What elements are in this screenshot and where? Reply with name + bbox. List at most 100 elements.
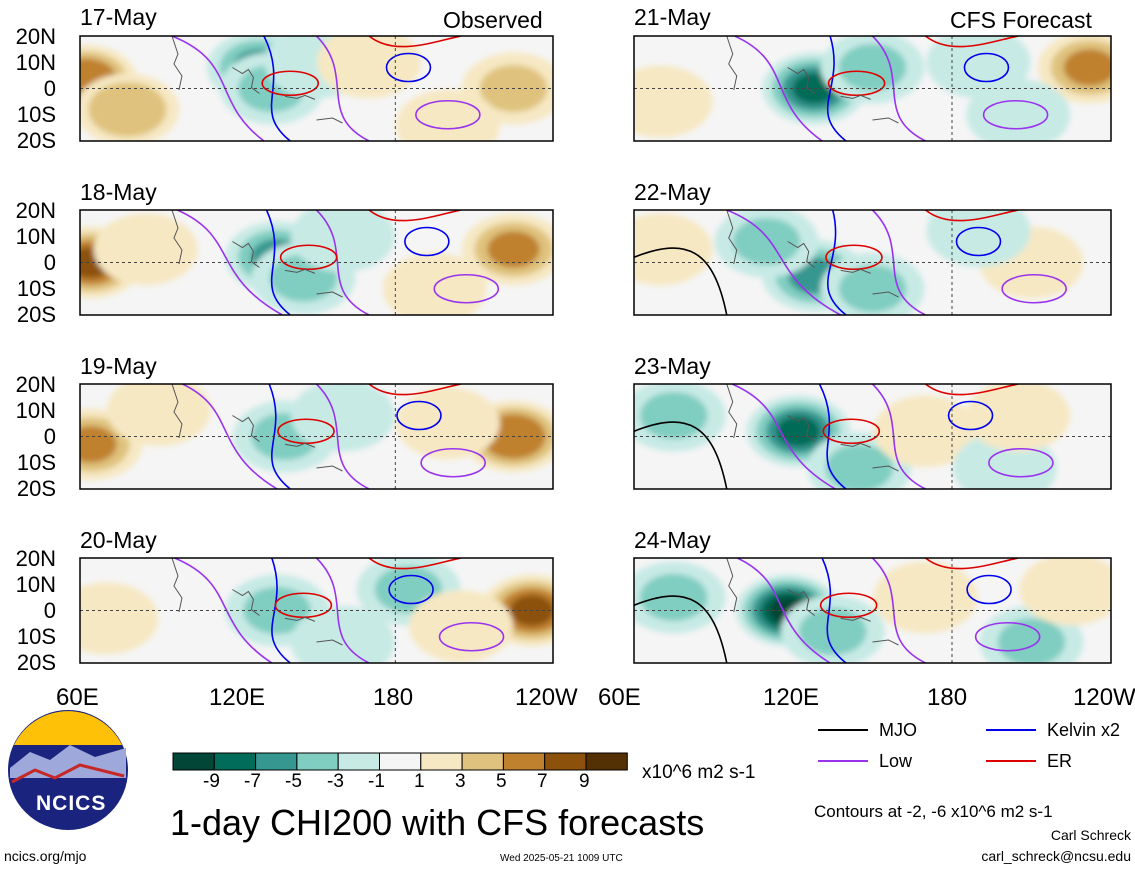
panel-date: 18-May [80,179,157,205]
y-tick-label: 10N [15,224,56,249]
kelvin-contour [396,400,442,431]
colorbar-swatch [379,752,422,771]
low-contour [174,558,273,663]
timestamp: Wed 2025-05-21 1009 UTC [500,853,623,864]
er-contour [274,592,333,619]
low-contour [315,384,370,489]
y-tick-label: 20N [15,546,56,571]
kelvin-contour [385,52,432,83]
observed-label: Observed [443,7,543,33]
kelvin-contour [265,210,291,315]
er-contour [368,36,462,48]
low-contour [176,210,283,315]
low-contour [988,447,1054,478]
data-blob [926,210,1031,267]
y-tick-label: 10S [16,102,56,127]
data-blob [112,225,180,273]
low-contour [433,273,500,304]
y-tick-label: 20N [15,24,56,49]
low-contour [182,384,278,489]
colorbar-swatch [255,752,298,771]
colorbar-swatch [213,752,257,771]
chart-title: 1-day CHI200 with CFS forecasts [170,802,705,843]
y-tick-label: 10S [16,276,56,301]
x-tick-label: 120E [763,684,820,711]
y-tick-label: 20S [16,476,56,501]
panel-4 [633,35,1112,142]
site-link[interactable]: ncics.org/mjo [4,848,87,864]
panel-date: 19-May [80,353,157,379]
data-blob [634,65,713,138]
panel-5 [633,209,1112,316]
colorbar-swatch [337,752,381,771]
colorbar-label: 7 [537,771,548,792]
data-blob [776,415,821,447]
y-tick-label: 10N [15,398,56,423]
x-tick-label: 180 [927,684,968,711]
kelvin-contour [268,384,291,489]
y-tick-label: 0 [43,250,56,275]
x-tick-label: 60E [598,684,641,711]
colorbar-swatch [585,752,628,771]
y-tick-label: 0 [43,76,56,101]
panel-frame [633,209,1112,316]
low-contour [982,99,1049,130]
er-contour [261,70,320,97]
data-blob [395,89,500,141]
panel-3 [79,557,554,664]
kelvin-contour [404,226,450,257]
mjo-contour [634,247,728,315]
kelvin-contour [271,558,291,663]
coastline [726,36,899,124]
data-blob [382,252,487,315]
kelvin-contour [388,574,434,605]
er-contour [368,384,462,396]
low-contour [315,558,370,663]
er-contour [368,558,462,570]
x-tick-label: 120E [209,684,266,711]
y-tick-label: 20S [16,128,56,153]
data-blob [640,573,708,621]
y-tick-label: 0 [43,424,56,449]
legend-label-mjo: MJO [879,720,917,740]
panel-6 [633,383,1112,490]
panel-date: 23-May [634,353,711,379]
forecast-label: CFS Forecast [950,7,1092,33]
y-tick-label: 10S [16,450,56,475]
coastline [171,210,343,298]
low-contour [315,210,370,315]
y-tick-label: 20N [15,372,56,397]
y-tick-label: 10N [15,572,56,597]
data-blob [838,265,907,313]
data-blob [966,384,1071,452]
mjo-contour [634,595,728,663]
data-blob [80,426,117,463]
low-contour [171,36,265,141]
data-blob [1063,49,1111,86]
data-blob [732,218,801,265]
x-tick-label: 120W [515,684,578,711]
coastline [171,384,343,472]
author-email: carl_schreck@ncsu.edu [981,848,1131,864]
low-contour [726,210,842,315]
low-contour [871,210,926,315]
er-contour [925,210,1019,222]
panel-frame [633,383,1112,490]
panel-1 [79,209,554,316]
colorbar-label: -1 [368,771,385,792]
data-blob [838,44,907,91]
coastline [726,558,899,646]
coastline [726,384,899,472]
colorbar-label: -9 [203,771,220,792]
logo-sun [14,711,122,745]
panel-date: 21-May [634,4,711,30]
colorbar-swatch [544,752,587,771]
kelvin-contour [947,400,994,431]
panel-frame [79,557,554,664]
data-blob [101,91,154,128]
er-contour [925,36,1019,48]
low-contour [974,621,1041,652]
colorbar-label: 5 [496,771,507,792]
data-blob [825,444,893,489]
